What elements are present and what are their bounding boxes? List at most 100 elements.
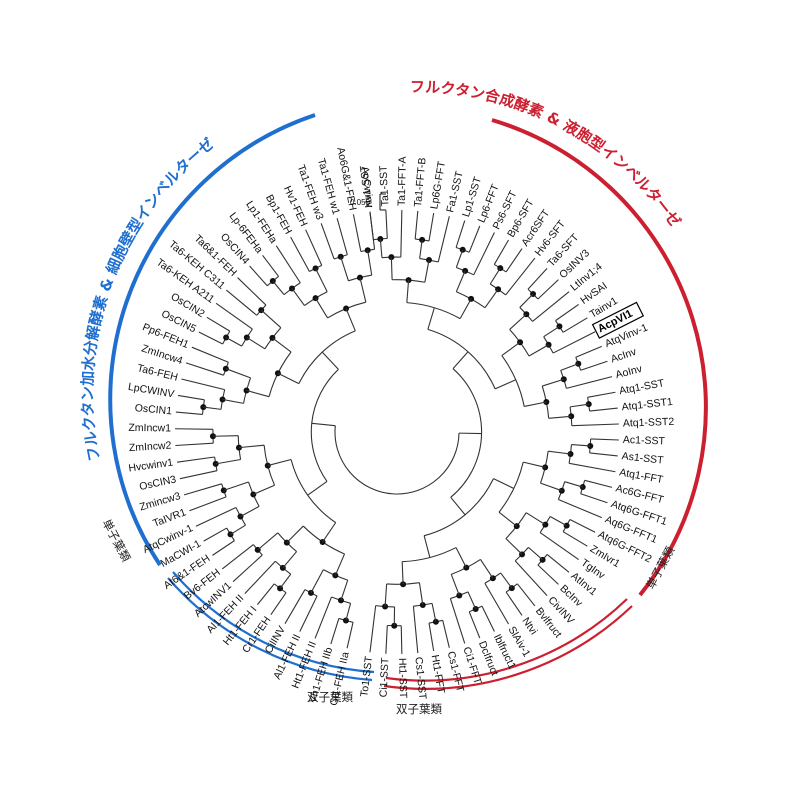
highlight-box xyxy=(591,301,645,339)
clade-stem xyxy=(548,415,572,419)
leaf-branch xyxy=(175,428,213,430)
leaf-label: Ta1-SST xyxy=(377,165,391,207)
leaf-branch xyxy=(555,303,579,322)
clade-stem xyxy=(277,372,300,385)
leaf-label: Atq1-SST1 xyxy=(621,396,674,413)
clade-stem xyxy=(543,325,560,338)
clade-stem xyxy=(203,406,222,410)
leaf-label: AoCwinv xyxy=(359,166,376,209)
clade-stem xyxy=(528,546,543,561)
leaf-branch xyxy=(589,452,618,457)
leaf-label: ZmIncw1 xyxy=(128,422,171,435)
leaf-branch xyxy=(369,605,377,653)
tree-branches xyxy=(175,210,619,654)
clade-stem xyxy=(390,257,393,280)
leaf-branch xyxy=(566,376,613,389)
leaf-label: Ntvi xyxy=(520,615,540,637)
leaf-branch xyxy=(568,462,616,473)
leaf-label: Ht1-SST xyxy=(396,658,409,699)
leaf-branch xyxy=(203,527,227,542)
leaf-branch xyxy=(183,483,222,496)
clade-stem xyxy=(424,259,430,283)
leaf-branch xyxy=(232,554,263,583)
clade-stem xyxy=(489,267,501,285)
leaf-label: LpCWINV xyxy=(127,381,175,401)
leaf-branch xyxy=(580,493,608,504)
leaf-branch xyxy=(195,506,237,527)
clade-stem xyxy=(310,569,324,594)
leaf-branch xyxy=(455,220,466,248)
tree-node xyxy=(568,413,575,420)
leaf-branch xyxy=(275,245,301,284)
clade-stem xyxy=(455,547,467,568)
clade-arc xyxy=(298,330,356,384)
clade-stem xyxy=(322,522,337,543)
leaf-label: OsCIN1 xyxy=(134,402,172,417)
clade-stem xyxy=(494,379,516,390)
leaf-branch xyxy=(590,438,619,441)
clade-stem xyxy=(540,482,562,492)
tree-node xyxy=(579,484,586,491)
leaf-label: Ta1-FFT-A xyxy=(396,156,409,206)
leaf-branch xyxy=(330,618,340,645)
clade-stem xyxy=(548,450,571,455)
leaf-branch xyxy=(468,611,481,639)
leaf-branch xyxy=(473,232,495,276)
leaf-label: Hv1-SST xyxy=(358,164,375,208)
clade-stem xyxy=(542,378,564,387)
clade-stem xyxy=(455,270,466,292)
leaf-branch xyxy=(212,540,235,556)
tree-node xyxy=(250,491,257,498)
right-dicot-arc-inner xyxy=(385,598,628,682)
leaf-branch xyxy=(428,622,435,652)
leaf-branch xyxy=(284,589,306,624)
leaf-label: ZmIncw2 xyxy=(129,440,172,455)
left-dicot-label: 双子葉類 xyxy=(307,690,353,704)
clade-stem xyxy=(311,422,336,427)
leaf-label: Ta1-FFT-B xyxy=(412,157,429,208)
leaf-branch xyxy=(537,564,559,585)
leaf-branch xyxy=(442,620,450,648)
clade-stem xyxy=(367,250,373,276)
tree-node xyxy=(463,564,470,571)
leaf-branch xyxy=(221,544,254,570)
leaf-label: Ta6-FEH xyxy=(136,362,179,384)
leaf-branch xyxy=(558,498,603,519)
tree-node xyxy=(400,581,407,588)
leaf-branch xyxy=(206,316,231,332)
clade-stem xyxy=(384,583,388,607)
tree-node xyxy=(200,404,207,411)
leaf-branch xyxy=(571,423,619,427)
leaf-branch xyxy=(589,407,618,412)
clade-stem xyxy=(484,288,499,309)
leaf-label: Atq1-FFT xyxy=(618,466,664,486)
leaf-branch xyxy=(305,229,323,266)
leaf-branch xyxy=(215,302,253,330)
clade-stem xyxy=(560,363,579,371)
leaf-branch xyxy=(516,583,536,607)
leaf-branch xyxy=(198,331,223,345)
leaf-branch xyxy=(449,598,466,644)
leaf-label: AoInv xyxy=(614,363,644,382)
clade-stem xyxy=(321,351,339,370)
leaf-label: OsCIN3 xyxy=(138,473,177,493)
root-arc xyxy=(334,425,460,495)
leaf-branch xyxy=(428,212,435,242)
leaf-label: To1-SST xyxy=(358,655,375,698)
leaf-branch xyxy=(400,625,403,654)
clade-stem xyxy=(225,337,242,347)
tree-node xyxy=(223,334,230,341)
tree-node xyxy=(419,236,426,243)
leaf-branch xyxy=(437,216,450,263)
clade-stem xyxy=(423,535,431,558)
leaf-label: Hvcwinv1 xyxy=(128,457,174,475)
clade-stem xyxy=(282,551,298,569)
clade-stem xyxy=(307,481,328,496)
clade-stem xyxy=(467,591,477,610)
leaf-branch xyxy=(262,255,280,277)
leaf-branch xyxy=(584,479,613,488)
clade-stem xyxy=(225,368,251,379)
clade-stem xyxy=(523,461,546,468)
clade-stem xyxy=(230,524,246,535)
